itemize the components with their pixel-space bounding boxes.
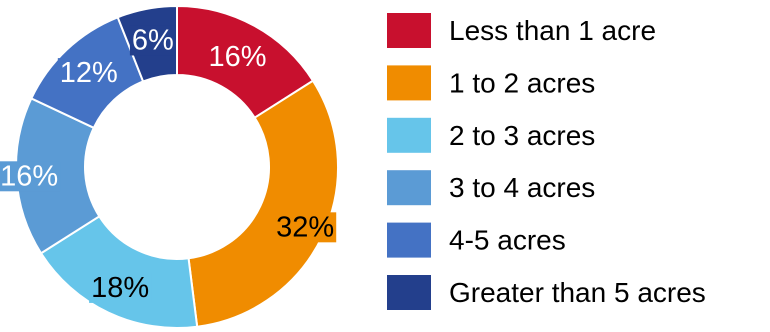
legend-label-4: 3 to 4 acres [449,172,595,203]
legend-label-6: Greater than 5 acres [449,277,706,308]
slice-label-1: 16% [208,41,266,73]
legend-label-5: 4-5 acres [449,225,566,256]
slice-label-4: 16% [0,160,58,192]
legend-swatch-4 [387,170,431,206]
slice-labels: 16% 32% 18% 16% 12% 6% [0,24,337,304]
slice-label-bg-6 [129,25,176,56]
legend-label-2: 1 to 2 acres [449,67,595,98]
slice-label-bg-4 [0,161,61,192]
slice-label-bg-5 [57,58,120,89]
slice-label-bg-3 [89,272,152,303]
legend: Less than 1 acre 1 to 2 acres 2 to 3 acres… [387,13,706,310]
legend-swatch-6 [387,275,431,310]
donut-slice-2 [187,79,339,328]
slice-label-5: 12% [60,57,118,89]
slice-label-bg-2 [274,212,337,243]
legend-swatch-5 [387,222,431,258]
slice-label-bg-1 [206,41,269,72]
legend-swatch-3 [387,117,431,153]
donut-slices [15,4,339,329]
legend-label-1: Less than 1 acre [449,15,656,46]
legend-swatch-1 [387,13,431,48]
slice-label-2: 32% [276,211,334,243]
slice-label-6: 6% [132,24,174,56]
legend-swatch-2 [387,65,431,101]
slice-label-3: 18% [91,272,149,304]
legend-label-3: 2 to 3 acres [449,120,595,151]
